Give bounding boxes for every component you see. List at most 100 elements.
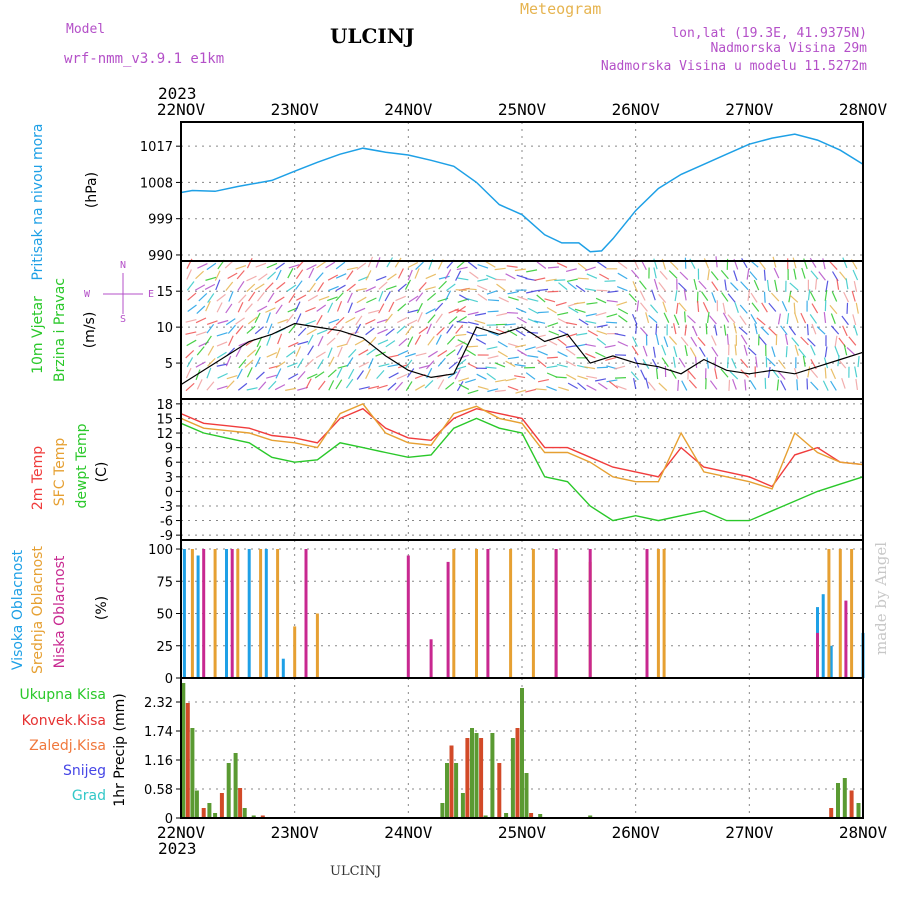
wind-barb — [397, 350, 409, 356]
model-label: Model — [66, 22, 105, 37]
precip-bar — [190, 728, 195, 818]
wind-barb — [739, 304, 748, 314]
wind-barb — [839, 271, 848, 281]
wind-barb — [838, 359, 847, 369]
wind-barb — [599, 273, 610, 280]
wind-barb — [604, 280, 616, 282]
wind-barb — [577, 262, 588, 271]
high-cloud-bar — [196, 555, 200, 678]
temperature-ytick-label-0: -9 — [160, 529, 173, 544]
wind-barb — [377, 328, 388, 335]
wind-barb — [458, 383, 470, 390]
wind-barb — [766, 357, 776, 367]
wind-barb — [686, 315, 696, 324]
wind-barb — [186, 339, 197, 347]
wind-barb — [375, 257, 381, 268]
wind-barb — [455, 324, 464, 334]
high-cloud-bar — [225, 549, 228, 678]
wind-barb — [346, 334, 353, 345]
wind-barb — [475, 334, 488, 337]
temp2m-ylabel: 2m Temp — [30, 446, 46, 510]
wind-barb — [394, 257, 402, 268]
precip-bar — [829, 808, 834, 818]
pressure-ylabels: Pritisak na nivou mora (hPa) — [30, 123, 100, 280]
wind-barb — [585, 313, 597, 317]
wind-barb — [287, 268, 294, 279]
wind-barb — [605, 357, 617, 361]
wind-barb — [225, 281, 234, 291]
wind-barb — [327, 369, 337, 378]
wind-barb — [487, 355, 499, 359]
wind-barb — [388, 372, 399, 379]
low-cloud-ylabel: Niska Oblacnost — [52, 555, 68, 668]
wind-barb — [677, 379, 680, 391]
wind-barb — [784, 333, 789, 345]
wind-barb — [185, 349, 195, 359]
wind-barb — [295, 313, 302, 324]
wind-barb — [830, 313, 836, 324]
wind-barb — [486, 372, 497, 381]
wind-barb — [227, 272, 238, 279]
wind-barb — [679, 271, 689, 281]
wind-barb — [216, 341, 228, 347]
wind-barb — [807, 337, 816, 347]
wind-barb — [703, 258, 710, 269]
wind-barb — [238, 359, 247, 369]
wind-barb — [305, 319, 316, 326]
wind-barb — [652, 346, 656, 358]
wind-barb — [855, 302, 859, 314]
wind-barb — [205, 300, 211, 312]
wind-barb — [669, 261, 679, 271]
wind-barb — [254, 312, 261, 324]
wind-barb — [335, 273, 347, 279]
wind-barb — [661, 357, 669, 368]
wind-barb — [358, 386, 370, 390]
wind-barb — [714, 324, 718, 336]
wind-barb — [640, 302, 648, 312]
wind-barb — [681, 380, 688, 391]
low-cloud-bar — [588, 549, 592, 678]
panel-pressure: 990 999 1008 1017 — [140, 122, 864, 264]
wind-barb — [773, 267, 780, 279]
wind-barb — [842, 325, 848, 337]
wind-barb — [617, 308, 629, 315]
wind-barb — [467, 298, 478, 303]
wind-barb — [347, 368, 355, 380]
wind-barb — [275, 262, 285, 270]
wind-barb — [274, 296, 285, 304]
wind-barb — [707, 269, 710, 281]
wind-barb — [596, 366, 608, 369]
wind-barb — [494, 362, 506, 368]
wind-barb — [246, 349, 257, 358]
temperature-ytick-label-2: -3 — [160, 500, 173, 515]
mid-cloud-bar — [475, 549, 478, 678]
wind-barb — [487, 388, 499, 393]
wind-barb — [807, 289, 811, 301]
date-label-bottom-3: 25NOV — [498, 823, 547, 842]
precip-ytick-label-2: 1.16 — [144, 754, 173, 769]
wind-barb — [216, 332, 228, 337]
wind-barb — [307, 334, 314, 345]
wind-barb — [396, 325, 406, 334]
wind-barb — [824, 289, 828, 302]
precip-bar — [251, 815, 256, 818]
wind-barb — [297, 340, 309, 346]
wind-barb — [434, 302, 444, 312]
wind-barb — [217, 319, 229, 325]
dew-ylabel: dewpt Temp — [74, 423, 90, 508]
wind-barb — [406, 319, 418, 326]
wind-barb — [397, 303, 407, 312]
precip-bar — [470, 728, 474, 818]
pressure-ytick-label-1: 999 — [148, 213, 173, 228]
temp2m-line — [180, 407, 864, 488]
mid-cloud-bar — [452, 549, 456, 678]
wind-barb — [216, 363, 228, 367]
wind-barb — [514, 363, 526, 367]
wind-barb — [640, 369, 646, 380]
wind-barb — [418, 364, 430, 369]
wind-barb — [486, 346, 498, 350]
wind-barb — [426, 323, 432, 335]
wind-barb — [684, 311, 686, 323]
wind-barb — [467, 345, 479, 348]
wind-barb — [456, 345, 464, 356]
